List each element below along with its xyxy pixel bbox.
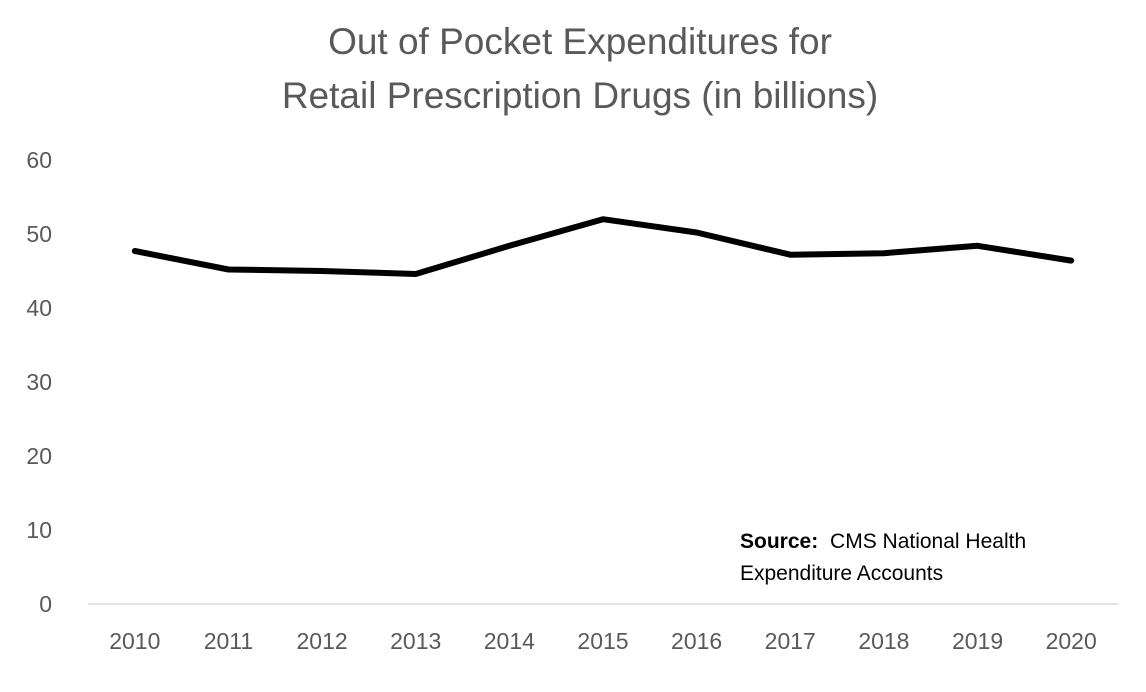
x-tick-label-2016: 2016 [671, 628, 722, 654]
x-tick-label-2019: 2019 [952, 628, 1003, 654]
y-axis-tick-labels: 0 10 20 30 40 50 60 [26, 147, 52, 617]
y-tick-label-60: 60 [26, 147, 52, 173]
x-tick-label-2011: 2011 [204, 628, 253, 654]
y-tick-label-50: 50 [26, 221, 52, 247]
y-tick-label-10: 10 [26, 517, 52, 543]
x-tick-label-2010: 2010 [109, 628, 160, 654]
source-label: Source: [740, 530, 818, 553]
chart-title-line-1: Out of Pocket Expenditures for [328, 21, 832, 62]
x-tick-label-2018: 2018 [858, 628, 909, 654]
x-tick-label-2013: 2013 [390, 628, 441, 654]
x-tick-label-2014: 2014 [484, 628, 535, 654]
x-tick-label-2015: 2015 [577, 628, 628, 654]
series-line [131, 216, 1075, 277]
y-tick-label-0: 0 [39, 591, 52, 617]
x-tick-label-2020: 2020 [1046, 628, 1097, 654]
y-tick-label-40: 40 [26, 295, 52, 321]
y-tick-label-20: 20 [26, 443, 52, 469]
x-axis-tick-labels: 2010 2011 2012 2013 2014 2015 2016 2017 2018 2019… [109, 628, 1097, 654]
source-annotation: Source: CMS National Health Expenditure … [740, 530, 1032, 585]
source-text-line-2: Expenditure Accounts [740, 562, 943, 585]
source-text-line-1: CMS National Health [830, 530, 1026, 553]
y-tick-label-30: 30 [26, 369, 52, 395]
chart-title-line-2: Retail Prescription Drugs (in billions) [282, 75, 878, 116]
x-tick-label-2017: 2017 [765, 628, 816, 654]
x-tick-label-2012: 2012 [297, 628, 348, 654]
chart-title: Out of Pocket Expenditures for Retail Pr… [282, 21, 878, 116]
